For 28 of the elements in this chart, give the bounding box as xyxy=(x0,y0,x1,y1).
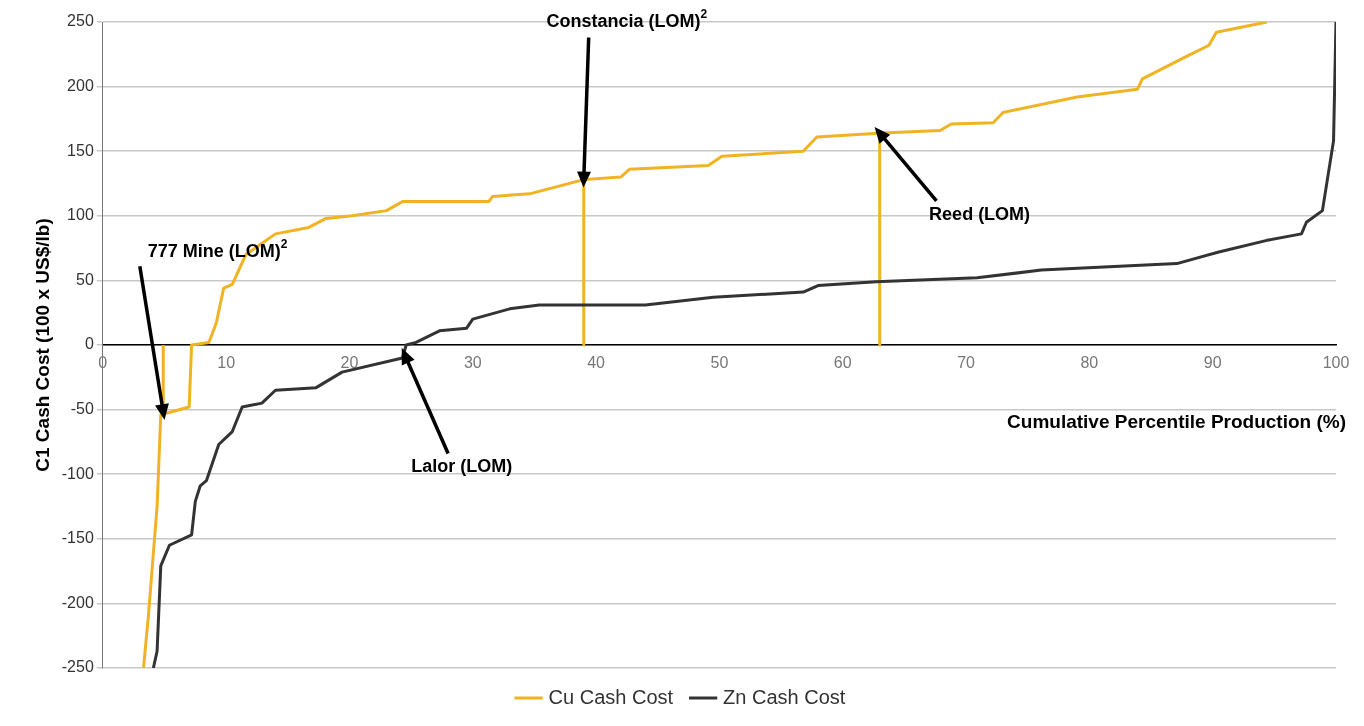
legend-label: Zn Cash Cost xyxy=(723,685,846,708)
x-axis-title: Cumulative Percentile Production (%) xyxy=(1007,411,1346,433)
y-tick-label: 100 xyxy=(67,206,94,224)
y-axis-title: C1 Cash Cost (100 x US$/lb) xyxy=(31,218,53,472)
y-tick-label: -100 xyxy=(61,464,94,482)
x-tick-label: 80 xyxy=(1080,354,1099,372)
x-tick-label: 90 xyxy=(1203,354,1222,372)
x-tick-label: 30 xyxy=(463,354,482,372)
y-tick-label: -200 xyxy=(61,593,94,611)
x-tick-label: 20 xyxy=(340,354,359,372)
x-tick-label: 50 xyxy=(710,354,729,372)
y-tick-label: 0 xyxy=(84,335,94,353)
x-tick-label: 10 xyxy=(217,354,236,372)
x-tick-label: 40 xyxy=(587,354,606,372)
x-tick-label: 100 xyxy=(1322,354,1350,372)
annotation: Constancia (LOM)$^{2}$ xyxy=(546,7,708,31)
y-tick-label: -150 xyxy=(61,529,94,547)
x-tick-label: 70 xyxy=(957,354,976,372)
legend-label: Cu Cash Cost xyxy=(548,685,674,708)
annotation: Lalor (LOM) xyxy=(411,455,513,476)
y-tick-label: 250 xyxy=(67,12,94,30)
annotation: Reed (LOM) xyxy=(929,203,1031,224)
x-tick-label: 60 xyxy=(833,354,852,372)
y-tick-label: 50 xyxy=(76,270,94,288)
y-tick-label: 200 xyxy=(67,77,94,95)
y-tick-label: -250 xyxy=(61,658,94,676)
y-tick-label: 150 xyxy=(67,141,94,159)
y-tick-label: -50 xyxy=(70,400,94,418)
